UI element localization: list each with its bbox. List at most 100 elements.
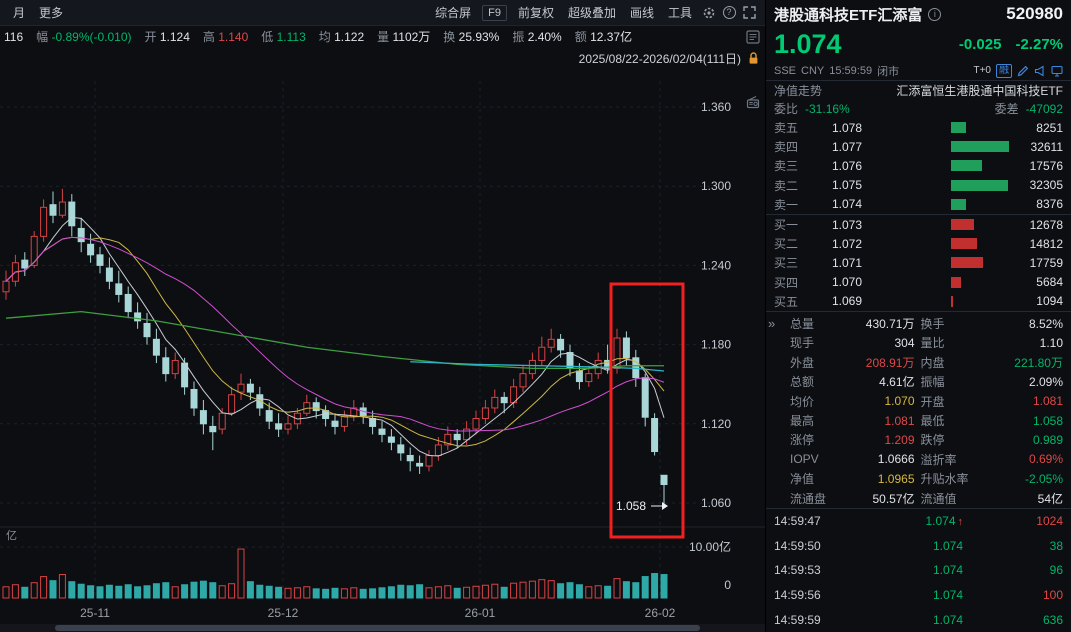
book-level-label: 卖五 — [774, 121, 799, 136]
toolbar-button[interactable]: 工具 — [667, 6, 692, 20]
stat-item: 开 1.124 — [144, 30, 190, 44]
tick-row[interactable]: 14:59:59 1.074 636 — [774, 607, 1063, 632]
ask-row[interactable]: 卖三 1.076 17576 — [766, 156, 1071, 175]
more-menu[interactable]: 更多 — [39, 6, 64, 20]
depth-bar — [951, 295, 953, 307]
chart-toolbar: 月 更多 综合屏 F9 前复权 超级叠加 画线 工具 ? — [0, 0, 765, 26]
pencil-icon[interactable] — [1017, 65, 1029, 77]
bid-row[interactable]: 买四 1.070 5684 — [766, 273, 1071, 292]
book-price: 1.070 — [831, 275, 862, 290]
stat-value: 1.0666 — [877, 452, 915, 467]
margin-badge[interactable]: 融 — [996, 63, 1012, 78]
ask-row[interactable]: 卖四 1.077 32611 — [766, 137, 1071, 156]
weibi-row: 委比 -31.16% 委差 -47092 — [766, 99, 1071, 118]
volume-zero-label: 0 — [724, 578, 731, 592]
stat-row: 现手 304 量比 1.10 — [790, 333, 1063, 352]
kline-svg: 1.058 1.360 1.300 1.240 1.180 1.120 1.060 25-11… — [0, 81, 765, 620]
megaphone-icon[interactable] — [1034, 65, 1046, 77]
stat-value: 208.91万 — [865, 355, 915, 370]
info-icon[interactable]: i — [928, 7, 942, 21]
chart-pane: 月 更多 综合屏 F9 前复权 超级叠加 画线 工具 ? 116 幅 -0.89%(-0.0… — [0, 0, 765, 632]
radio-icon[interactable] — [746, 95, 760, 114]
bid-row[interactable]: 买三 1.071 17759 — [766, 253, 1071, 272]
bid-row[interactable]: 买一 1.073 12678 — [766, 215, 1071, 234]
volume-axis-label: 10.00亿 — [689, 539, 731, 554]
stat-label: 流通盘 — [790, 491, 827, 506]
quote-panel: 港股通科技ETF汇添富 i 520980 1.074 -0.025 -2.27%… — [765, 0, 1071, 632]
bid-row[interactable]: 买二 1.072 14812 — [766, 234, 1071, 253]
stat-leading: 116 — [4, 29, 24, 44]
nav-row[interactable]: 净值走势 汇添富恒生港股通中国科技ETF — [766, 81, 1071, 99]
stat-value: 0.989 — [1032, 432, 1063, 447]
stat-value: 8.52% — [1028, 316, 1063, 331]
toolbar-right-group: 综合屏 F9 前复权 超级叠加 画线 工具 ? — [428, 4, 759, 22]
lock-icon[interactable] — [747, 51, 760, 65]
toolbar-button[interactable]: 前复权 — [517, 6, 554, 20]
x-axis-label: 25-12 — [268, 606, 299, 620]
nav-label: 净值走势 — [774, 83, 823, 98]
tick-row[interactable]: 14:59:50 1.074 38 — [774, 533, 1063, 558]
toolbar-button[interactable]: 画线 — [629, 6, 654, 20]
depth-bar — [951, 179, 1009, 191]
weibi-value: -31.16% — [805, 101, 850, 116]
bid-row[interactable]: 买五 1.069 1094 — [766, 292, 1071, 311]
depth-bar — [951, 238, 978, 250]
kline-chart[interactable]: 1.058 1.360 1.300 1.240 1.180 1.120 1.060 25-11… — [0, 69, 765, 632]
stat-label: 总量 — [790, 317, 815, 332]
book-price: 1.072 — [831, 236, 862, 251]
tick-price: 1.074 ↑ — [925, 514, 963, 529]
ask-row[interactable]: 卖五 1.078 8251 — [766, 118, 1071, 137]
period-tab-month[interactable]: 月 — [13, 6, 26, 20]
tick-row[interactable]: 14:59:56 1.074 100 — [774, 583, 1063, 608]
chart-scrollbar[interactable] — [0, 624, 765, 632]
price-change-pct: -2.27% — [1015, 36, 1063, 53]
tick-row[interactable]: 14:59:47 1.074 ↑ 1024 — [774, 509, 1063, 534]
tick-price: 1.074 — [932, 588, 963, 603]
x-axis-label: 25-11 — [80, 606, 110, 620]
book-volume: 1094 — [1036, 294, 1063, 309]
stat-row: 涨停 1.209 跌停 0.989 — [790, 430, 1063, 449]
depth-bar — [951, 141, 1009, 153]
expand-icon[interactable] — [739, 4, 759, 22]
scrollbar-thumb[interactable] — [55, 625, 700, 631]
stat-label: 总额 — [790, 375, 815, 390]
collapse-chevron-icon[interactable]: » — [768, 316, 776, 331]
toolbar-button[interactable]: 超级叠加 — [567, 6, 616, 20]
book-level-label: 买四 — [774, 275, 799, 290]
quote-header: 港股通科技ETF汇添富 i 520980 — [766, 0, 1071, 28]
stat-label: 升贴水率 — [920, 472, 969, 487]
weibi-label: 委比 — [774, 102, 799, 116]
stat-label: 净值 — [790, 472, 815, 487]
gear-icon[interactable] — [699, 4, 719, 22]
ask-book: 卖五 1.078 8251 卖四 1.077 32611 卖三 1.076 17576 卖二 1.0… — [766, 118, 1071, 214]
quote-stats: 总量 430.71万 换手 8.52% 现手 304 量比 1.10 外盘 208.91万 内盘 22… — [766, 310, 1071, 508]
stat-value: 0.69% — [1028, 452, 1063, 467]
book-price: 1.078 — [831, 120, 862, 135]
book-level-label: 卖二 — [774, 178, 799, 193]
stat-value: 1.058 — [1032, 413, 1063, 428]
help-icon[interactable]: ? — [719, 4, 739, 22]
stat-value: 4.61亿 — [879, 375, 915, 390]
stat-value: 1.081 — [1032, 394, 1063, 409]
volume-unit-label: 亿 — [6, 529, 17, 542]
last-price: 1.074 — [774, 29, 842, 59]
stat-row: 流通盘 50.57亿 流通值 54亿 — [790, 488, 1063, 507]
depth-bar — [951, 122, 966, 134]
stat-item: 高 1.140 — [202, 30, 249, 44]
stat-row: 均价 1.070 开盘 1.081 — [790, 391, 1063, 410]
y-axis-label: 1.120 — [701, 417, 731, 431]
ask-row[interactable]: 卖二 1.075 32305 — [766, 176, 1071, 195]
toolbar-button[interactable]: 综合屏 — [435, 6, 472, 20]
tick-price: 1.074 — [932, 612, 963, 627]
toolbar-button[interactable]: F9 — [482, 4, 507, 21]
monitor-icon[interactable] — [1051, 65, 1063, 77]
tick-row[interactable]: 14:59:53 1.074 96 — [774, 558, 1063, 583]
stat-row: 总额 4.61亿 振幅 2.09% — [790, 372, 1063, 391]
stat-value: 221.80万 — [1014, 355, 1063, 370]
y-axis-label: 1.240 — [701, 258, 731, 272]
low-annotation: 1.058 — [616, 499, 646, 513]
ask-row[interactable]: 卖一 1.074 8376 — [766, 195, 1071, 214]
book-price: 1.074 — [831, 197, 862, 212]
panel-widget-icon[interactable] — [746, 30, 760, 49]
